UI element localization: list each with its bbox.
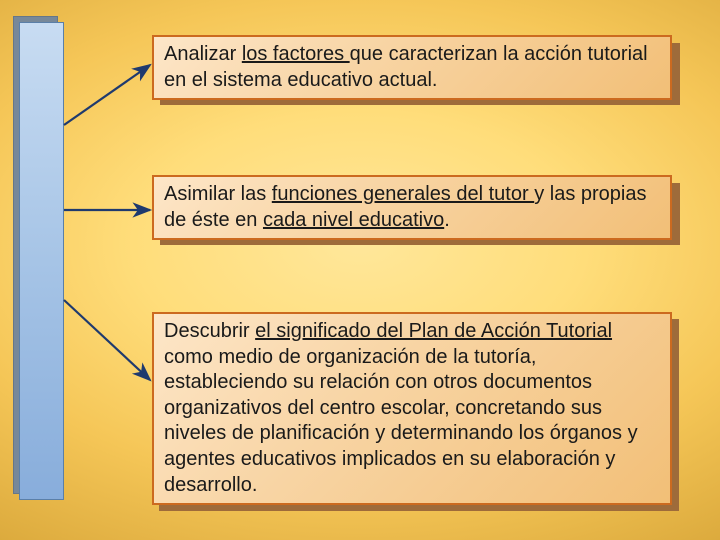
card-3: Descubrir el significado del Plan de Acc…	[152, 312, 672, 505]
card-2: Asimilar las funciones generales del tut…	[152, 175, 672, 240]
card-1: Analizar los factores que caracterizan l…	[152, 35, 672, 100]
card-1-text: Analizar los factores que caracterizan l…	[164, 43, 648, 91]
arrow-1	[64, 65, 150, 125]
card-2-text: Asimilar las funciones generales del tut…	[164, 183, 646, 231]
slide-root: { "layout": { "canvas": { "width": 720, …	[0, 0, 720, 540]
card-3-text: Descubrir el significado del Plan de Acc…	[164, 320, 638, 496]
arrow-3	[64, 300, 150, 380]
